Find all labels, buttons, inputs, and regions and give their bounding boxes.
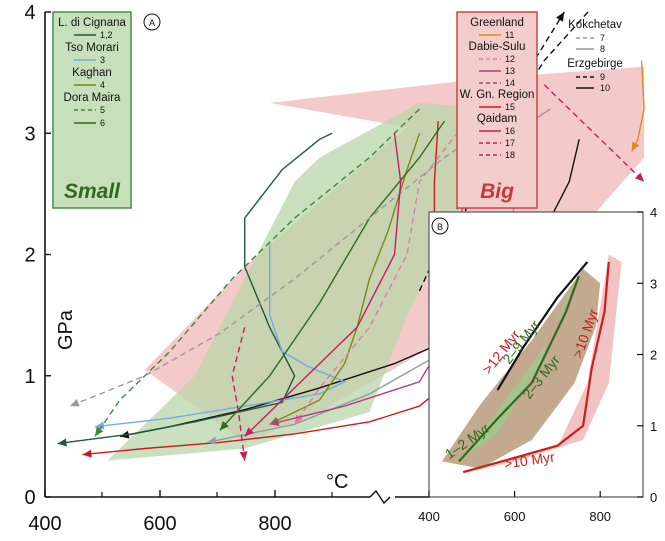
legend-entry-name: Dabie-Sulu [469, 41, 526, 53]
arrowhead-5 [94, 426, 104, 437]
legend-id-16: 16 [505, 126, 515, 136]
pt-path-4 [269, 133, 421, 425]
black-path [496, 261, 589, 391]
legend-entry-name: Kaghan [72, 67, 112, 79]
panel-a-badge-label: A [149, 18, 155, 28]
y-tick-label-3: 3 [24, 123, 35, 145]
legend-group-name: Kokchetav [568, 19, 622, 31]
band-brown [441, 269, 601, 469]
legend-id-8: 8 [600, 44, 605, 54]
b-y-tick-label-0: 0 [650, 490, 657, 505]
legend-entry-name: Tso Morari [65, 42, 119, 54]
arrowhead-17 [634, 172, 645, 182]
green-path [458, 275, 580, 463]
legend-big-box [456, 11, 538, 209]
b-x-tick-label-800: 800 [589, 509, 611, 524]
pt-path-16 [244, 133, 402, 437]
pt-path-6 [219, 120, 445, 431]
arrowhead-1,2 [57, 438, 67, 447]
arrowhead-7 [69, 398, 80, 407]
legend-id-6: 6 [100, 118, 105, 128]
legend-id-18: 18 [505, 150, 515, 160]
legend-id-11: 11 [505, 30, 514, 40]
legend-other: Kokchetav 78 Erzgebirge 910 [567, 19, 623, 93]
panel-b-badge [431, 217, 449, 235]
panel-a-xlabel: °C [326, 471, 348, 493]
arrowhead-13 [269, 418, 280, 427]
b-x-tick-label-400: 400 [418, 509, 440, 524]
legend-id-7: 7 [600, 33, 605, 43]
arrowhead-16 [244, 427, 254, 437]
axis-break-mark [369, 489, 391, 505]
b-y-tick-label-2: 2 [650, 348, 657, 363]
legend-id-14: 14 [505, 78, 515, 88]
pt-path-1,2 [57, 132, 333, 445]
legend-entry-name: W. Gn. Region [460, 89, 535, 101]
y-tick-label-4: 4 [24, 2, 35, 24]
panel-b-badge-label: B [437, 222, 443, 232]
legend-id-10: 10 [600, 83, 610, 93]
legend-id-4: 4 [100, 80, 105, 90]
b-y-tick-label-1: 1 [650, 419, 657, 434]
panel-a-badge [143, 13, 161, 31]
b-x-tick-label-600: 600 [504, 509, 526, 524]
arrowhead-8 [207, 436, 217, 445]
arrowhead-9b [556, 12, 565, 22]
pt-path-7 [69, 114, 508, 407]
legend-group-name: Erzgebirge [567, 58, 623, 70]
arrowhead-12 [294, 414, 304, 425]
x-tick-label-400: 400 [28, 513, 61, 535]
legend-id-12: 12 [505, 54, 515, 64]
arrowhead-6 [219, 420, 229, 431]
pt-path-18 [231, 327, 246, 461]
legend-small-title: Small [64, 180, 121, 203]
legend-id-17: 17 [505, 138, 515, 148]
legend-big-title: Big [480, 180, 514, 203]
legend-id-3: 3 [100, 55, 105, 65]
duration-label: >10 Myr [503, 449, 556, 472]
panel-a-ticks: 0 1 2 3 4 400 600 800 [24, 2, 333, 535]
arrowhead-3 [94, 421, 105, 430]
field-small-field [107, 102, 495, 461]
pt-path-3 [94, 242, 347, 428]
legend-entry-name: L. di Cignana [58, 17, 126, 29]
pt-path-5 [94, 108, 420, 437]
arrowhead-15 [82, 449, 92, 458]
legend-id-5: 5 [100, 105, 105, 115]
y-tick-label-2: 2 [24, 245, 35, 267]
y-tick-label-1: 1 [24, 366, 35, 388]
b-y-tick-label-4: 4 [650, 205, 657, 220]
band-pink [454, 254, 622, 476]
legend-entry-name: Greenland [470, 17, 524, 29]
legend-entry-name: Dora Maira [64, 92, 121, 104]
red-path [462, 261, 610, 474]
legend-id-13: 13 [505, 66, 515, 76]
arrowhead-18 [239, 451, 248, 461]
legend-id-1,2: 1,2 [100, 30, 113, 40]
y-tick-label-0: 0 [24, 487, 35, 509]
arrowhead-11 [631, 141, 640, 152]
pt-path-17 [543, 84, 645, 183]
x-tick-label-800: 800 [258, 513, 291, 535]
legend-entry-name: Qaidam [477, 113, 517, 125]
legend-id-15: 15 [505, 102, 515, 112]
b-y-tick-label-3: 3 [650, 276, 657, 291]
panel-a-ylabel: GPa [55, 309, 77, 350]
legend-id-9: 9 [600, 72, 605, 82]
x-tick-label-600: 600 [143, 513, 176, 535]
